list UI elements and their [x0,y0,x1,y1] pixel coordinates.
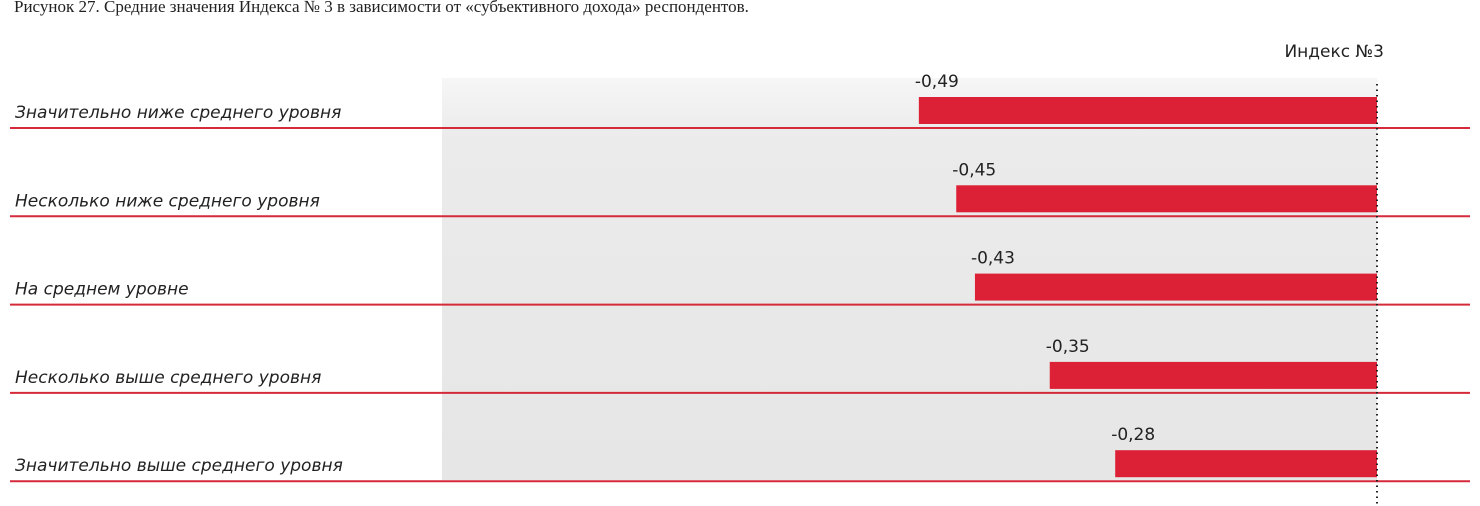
bar [956,185,1377,213]
value-label: -0,28 [1111,425,1155,445]
bar [974,273,1377,301]
category-label: Значительно ниже среднего уровня [15,103,341,123]
value-label: -0,45 [952,160,996,180]
chart-title: Рисунок 27. Средние значения Индекса № 3… [14,0,749,16]
value-label: -0,43 [971,249,1015,269]
value-label: -0,49 [915,72,959,92]
value-label: -0,35 [1046,337,1090,357]
bar [1049,361,1377,389]
bar [918,97,1377,124]
category-label: Значительно выше среднего уровня [15,456,343,476]
category-label: Несколько выше среднего уровня [15,368,321,388]
legend-label: Индекс №3 [1284,42,1384,62]
bar [1115,450,1377,478]
category-label: На среднем уровне [15,280,189,300]
category-label: Несколько ниже среднего уровня [15,191,320,211]
